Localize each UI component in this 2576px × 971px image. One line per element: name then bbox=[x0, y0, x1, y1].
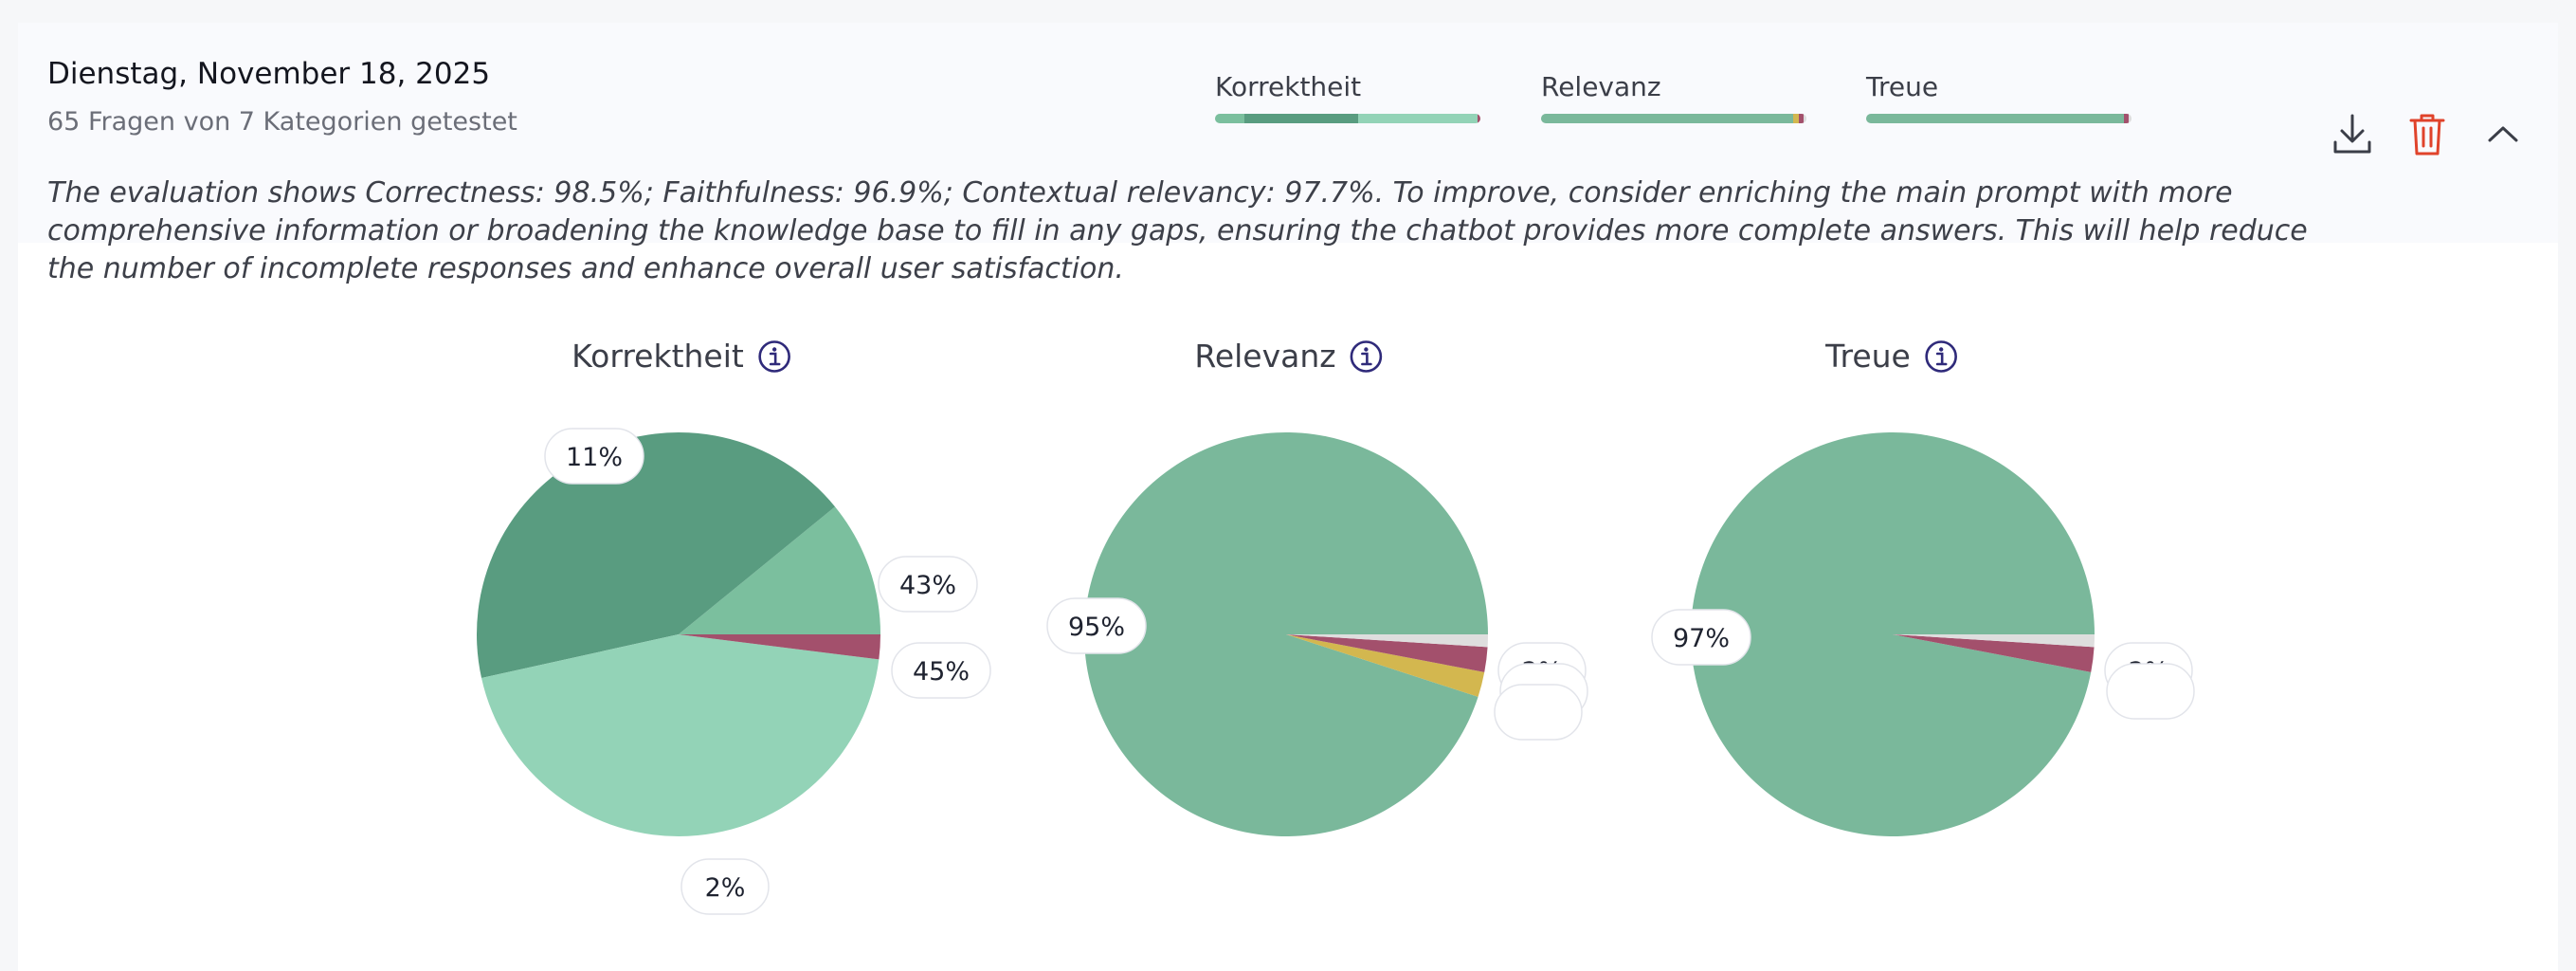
svg-text:97%: 97% bbox=[1673, 624, 1730, 653]
metric-label: Korrektheit bbox=[1215, 71, 1362, 102]
metric-bar bbox=[1866, 114, 2132, 123]
metric-label: Relevanz bbox=[1541, 71, 1661, 102]
info-icon[interactable] bbox=[1350, 339, 1384, 374]
card-header bbox=[18, 23, 2558, 243]
metric-bar-segment bbox=[1358, 114, 1478, 123]
evaluation-card: Dienstag, November 18, 2025 65 Fragen vo… bbox=[18, 23, 2558, 971]
pie-chart-korrektheit: 11% 43% 45% 2% bbox=[476, 428, 991, 915]
info-icon[interactable] bbox=[1924, 339, 1958, 374]
pie-slice[interactable] bbox=[1286, 634, 1488, 648]
svg-text:2%: 2% bbox=[705, 873, 746, 903]
info-icon[interactable] bbox=[757, 339, 791, 374]
pie-slice[interactable] bbox=[476, 431, 836, 679]
download-button[interactable] bbox=[2326, 108, 2379, 161]
metric-bar-segment bbox=[2129, 114, 2132, 123]
metric-relevanz: Relevanz bbox=[1541, 72, 1806, 123]
metric-bar-segment bbox=[2123, 114, 2130, 123]
collapse-button[interactable] bbox=[2476, 108, 2530, 161]
pie-label: 95% bbox=[1046, 597, 1147, 654]
chart-title-treue: Treue bbox=[1825, 338, 1958, 375]
chart-title-korrektheit: Korrektheit bbox=[571, 338, 791, 375]
metric-bar-segment bbox=[1243, 114, 1359, 123]
metric-bar bbox=[1215, 114, 1480, 123]
svg-text:45%: 45% bbox=[913, 657, 970, 687]
chevron-up-icon bbox=[2488, 126, 2518, 142]
chart-title-text: Relevanz bbox=[1194, 338, 1336, 375]
pie-label: 43% bbox=[878, 556, 978, 613]
metric-bar bbox=[1541, 114, 1806, 123]
pie-label bbox=[1494, 684, 1583, 741]
metric-bar-segment bbox=[1793, 114, 1799, 123]
download-icon bbox=[2333, 114, 2371, 154]
pie-slice[interactable] bbox=[1691, 432, 2095, 837]
pie-slice[interactable] bbox=[1083, 432, 1488, 837]
delete-button[interactable] bbox=[2401, 108, 2454, 161]
evaluation-subtitle: 65 Fragen von 7 Kategorien getestet bbox=[47, 107, 517, 137]
metric-bar-segment bbox=[1478, 114, 1480, 123]
pie-label: 11% bbox=[544, 428, 644, 485]
metric-bar-segment bbox=[1866, 114, 2124, 123]
metric-label: Treue bbox=[1866, 71, 1939, 102]
trash-icon bbox=[2409, 114, 2445, 156]
evaluation-date: Dienstag, November 18, 2025 bbox=[47, 57, 491, 91]
pie-label: 2% bbox=[680, 858, 770, 915]
chart-title-relevanz: Relevanz bbox=[1194, 338, 1383, 375]
pie-slice[interactable] bbox=[679, 634, 880, 660]
pie-slice[interactable] bbox=[1893, 634, 2095, 648]
pie-label bbox=[2106, 663, 2195, 720]
metric-bar-segment bbox=[1798, 114, 1805, 123]
pie-chart-relevanz: 95%2% bbox=[1046, 432, 1588, 837]
svg-text:43%: 43% bbox=[899, 571, 956, 600]
metric-bar-segment bbox=[1215, 114, 1244, 123]
pie-chart-treue: 97%2% bbox=[1651, 432, 2195, 837]
chart-title-text: Korrektheit bbox=[571, 338, 744, 375]
svg-text:11%: 11% bbox=[566, 443, 623, 472]
metric-bar-segment bbox=[1541, 114, 1793, 123]
pie-slice[interactable] bbox=[481, 634, 880, 836]
svg-text:95%: 95% bbox=[1068, 613, 1125, 642]
pie-label: 45% bbox=[891, 642, 991, 699]
chart-title-text: Treue bbox=[1825, 338, 1911, 375]
metric-treue: Treue bbox=[1866, 72, 2132, 123]
pie-slice[interactable] bbox=[679, 506, 880, 634]
metric-korrektheit: Korrektheit bbox=[1215, 72, 1480, 123]
pie-slice[interactable] bbox=[1286, 634, 1485, 697]
evaluation-summary: The evaluation shows Correctness: 98.5%;… bbox=[47, 176, 2308, 285]
metric-bar-segment bbox=[1804, 114, 1806, 123]
pie-slice[interactable] bbox=[1893, 634, 2095, 672]
pie-label: 97% bbox=[1651, 609, 1751, 666]
pie-slice[interactable] bbox=[1286, 634, 1488, 672]
